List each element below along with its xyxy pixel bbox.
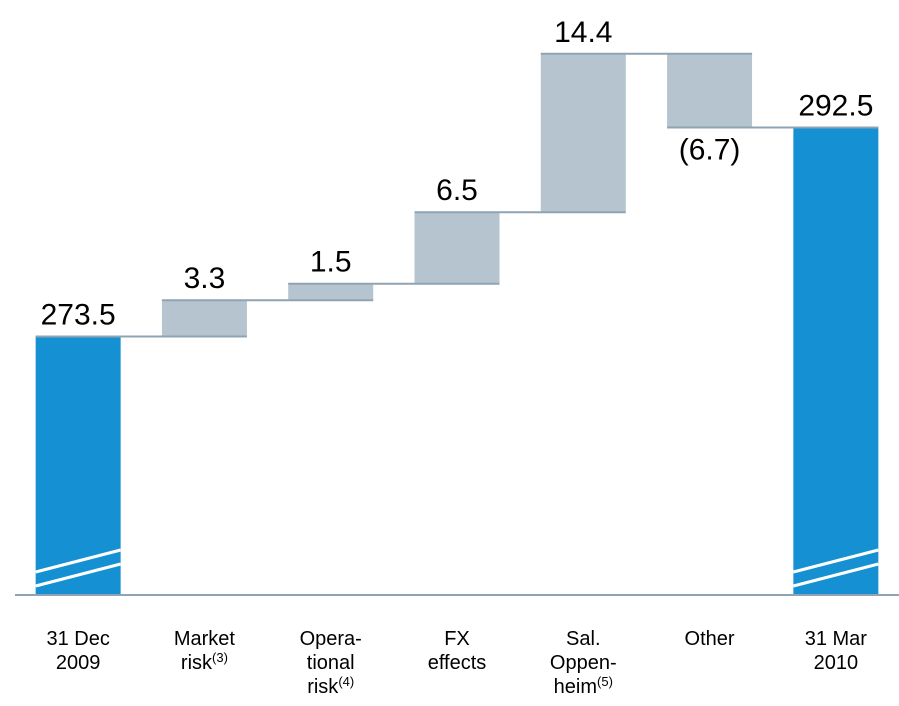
- x-tick-label: 31 Dec 2009: [46, 628, 109, 674]
- footnote: (4): [338, 674, 354, 689]
- label-line: Opera-: [300, 628, 362, 650]
- change-bar: [540, 53, 626, 213]
- axis-break: [35, 562, 122, 588]
- axis-break: [35, 548, 122, 574]
- label-line: risk: [181, 652, 213, 674]
- change-bar: [288, 283, 374, 301]
- label-line: heim: [554, 676, 597, 698]
- label-line: Oppen-: [550, 652, 617, 674]
- value-label: 6.5: [436, 174, 478, 207]
- label-line: 31 Dec: [46, 628, 109, 650]
- label-line: Other: [685, 628, 735, 650]
- footnote: (5): [597, 674, 613, 689]
- label-line: 31 Mar: [805, 628, 868, 650]
- x-tick-label: FX effects: [428, 628, 487, 674]
- axis-break: [792, 562, 879, 588]
- x-tick-label: Opera-tional risk(4): [300, 628, 362, 698]
- label-line: Market: [174, 628, 236, 650]
- x-tick-label: Market risk(3): [174, 628, 236, 674]
- value-label: 273.5: [41, 299, 116, 332]
- label-line: tional: [307, 652, 355, 674]
- value-label: 292.5: [798, 90, 873, 123]
- value-label: 14.4: [554, 16, 612, 49]
- label-line: risk: [307, 676, 339, 698]
- value-label: 3.3: [184, 262, 226, 295]
- axis-break: [792, 548, 879, 574]
- change-bar: [161, 300, 247, 337]
- total-bar: [793, 127, 879, 595]
- label-line: 2009: [56, 652, 101, 674]
- change-bar: [667, 53, 753, 128]
- x-tick-label: Sal. Oppen-heim(5): [550, 628, 617, 698]
- label-line: FX: [444, 628, 470, 650]
- footnote: (3): [212, 650, 228, 665]
- value-label: (6.7): [679, 134, 741, 167]
- value-label: 1.5: [310, 246, 352, 279]
- label-line: Sal.: [566, 628, 600, 650]
- change-bar: [414, 212, 500, 284]
- label-line: effects: [428, 652, 487, 674]
- total-bar: [35, 336, 121, 595]
- x-tick-label: 31 Mar 2010: [805, 628, 868, 674]
- x-tick-label: Other: [685, 628, 735, 650]
- label-line: 2010: [814, 652, 859, 674]
